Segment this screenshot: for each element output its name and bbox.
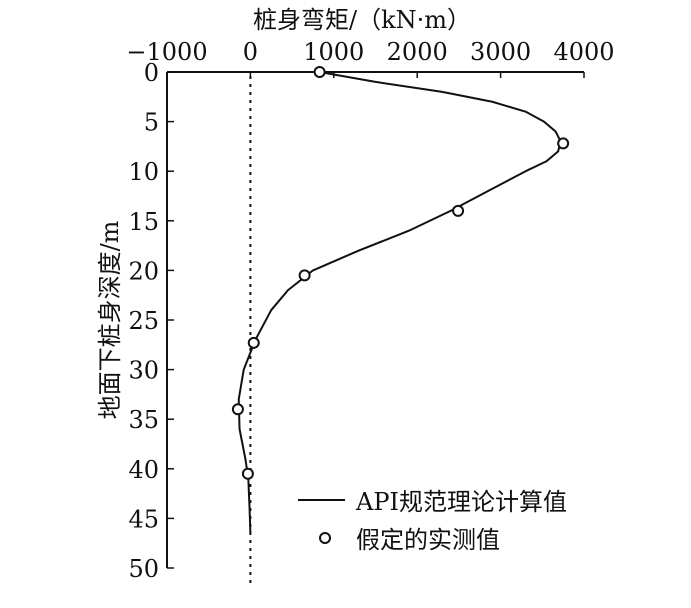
x-tick-label: 2000	[387, 38, 448, 66]
x-tick-label: 4000	[553, 38, 614, 66]
y-tick-label: 0	[144, 59, 159, 87]
measured-point	[452, 204, 465, 217]
measured-point	[231, 403, 244, 416]
y-tick-label: 25	[128, 307, 159, 335]
y-tick-label: 50	[128, 555, 159, 583]
legend: API规范理论计算值 假定的实测值	[298, 488, 567, 554]
y-tick-label: 20	[128, 257, 159, 285]
x-axis-label: 桩身弯矩/（kN·m）	[253, 6, 471, 34]
measured-point	[241, 467, 254, 480]
legend-label-api: API规范理论计算值	[355, 488, 567, 516]
api-theoretical-line	[237, 71, 562, 534]
y-tick-label: 35	[128, 406, 159, 434]
measured-point	[298, 269, 311, 282]
measured-point	[247, 336, 260, 349]
y-tick-label: 45	[128, 505, 159, 533]
y-tick-label: 10	[128, 158, 159, 186]
y-tick-label: 5	[144, 109, 159, 137]
measured-point	[557, 137, 570, 150]
legend-circle-swatch	[319, 532, 331, 544]
legend-label-measured: 假定的实测值	[356, 526, 500, 554]
y-tick-label: 15	[128, 208, 159, 236]
measured-point	[313, 66, 326, 78]
x-tick-label: 3000	[470, 38, 531, 66]
y-tick-label: 30	[128, 357, 159, 385]
x-tick-label: 1000	[303, 38, 364, 66]
y-axis-label: 地面下桩身深度/m	[96, 220, 124, 419]
x-tick-label: 0	[243, 38, 258, 66]
y-tick-label: 40	[128, 456, 159, 484]
x-tick-label: −1000	[126, 38, 207, 66]
